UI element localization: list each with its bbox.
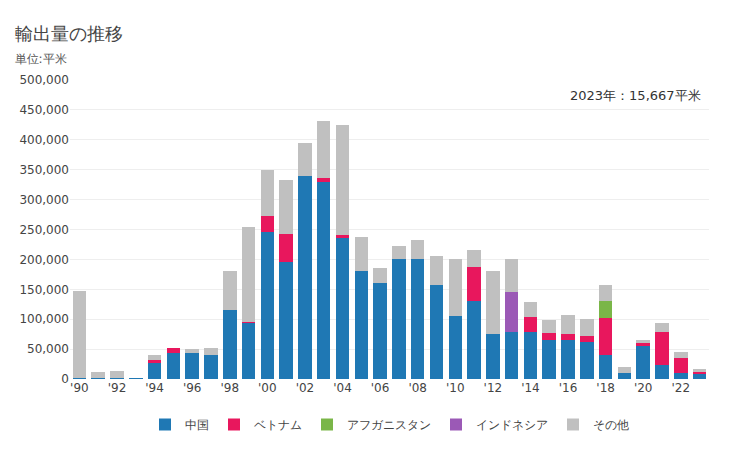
svg-text:'20: '20 — [634, 381, 653, 395]
svg-text:150,000: 150,000 — [19, 283, 69, 297]
svg-text:単位:平米: 単位:平米 — [15, 52, 67, 66]
svg-text:200,000: 200,000 — [19, 253, 69, 267]
svg-text:'16: '16 — [559, 381, 578, 395]
svg-text:'18: '18 — [596, 381, 615, 395]
svg-text:'14: '14 — [521, 381, 540, 395]
svg-text:その他: その他 — [593, 418, 629, 432]
svg-text:400,000: 400,000 — [19, 133, 69, 147]
svg-text:'10: '10 — [446, 381, 465, 395]
svg-text:輸出量の推移: 輸出量の推移 — [15, 23, 123, 44]
svg-text:0: 0 — [61, 372, 69, 386]
svg-text:450,000: 450,000 — [19, 103, 69, 117]
svg-text:'94: '94 — [145, 381, 164, 395]
svg-text:'06: '06 — [371, 381, 390, 395]
svg-text:'02: '02 — [296, 381, 315, 395]
svg-text:'22: '22 — [672, 381, 691, 395]
svg-text:300,000: 300,000 — [19, 193, 69, 207]
svg-text:250,000: 250,000 — [19, 223, 69, 237]
svg-text:中国: 中国 — [185, 418, 209, 432]
svg-text:'98: '98 — [220, 381, 239, 395]
svg-text:'92: '92 — [108, 381, 127, 395]
svg-text:'04: '04 — [333, 381, 352, 395]
svg-text:'90: '90 — [70, 381, 89, 395]
svg-text:2023年：15,667平米: 2023年：15,667平米 — [570, 88, 701, 103]
svg-text:アフガニスタン: アフガニスタン — [347, 418, 431, 432]
svg-text:500,000: 500,000 — [19, 73, 69, 87]
svg-text:'08: '08 — [408, 381, 427, 395]
svg-text:インドネシア: インドネシア — [476, 418, 548, 432]
svg-text:ベトナム: ベトナム — [254, 418, 302, 432]
svg-text:'12: '12 — [484, 381, 503, 395]
svg-text:100,000: 100,000 — [19, 312, 69, 326]
svg-text:350,000: 350,000 — [19, 163, 69, 177]
svg-text:50,000: 50,000 — [27, 342, 69, 356]
svg-text:'96: '96 — [183, 381, 202, 395]
svg-text:'00: '00 — [258, 381, 277, 395]
